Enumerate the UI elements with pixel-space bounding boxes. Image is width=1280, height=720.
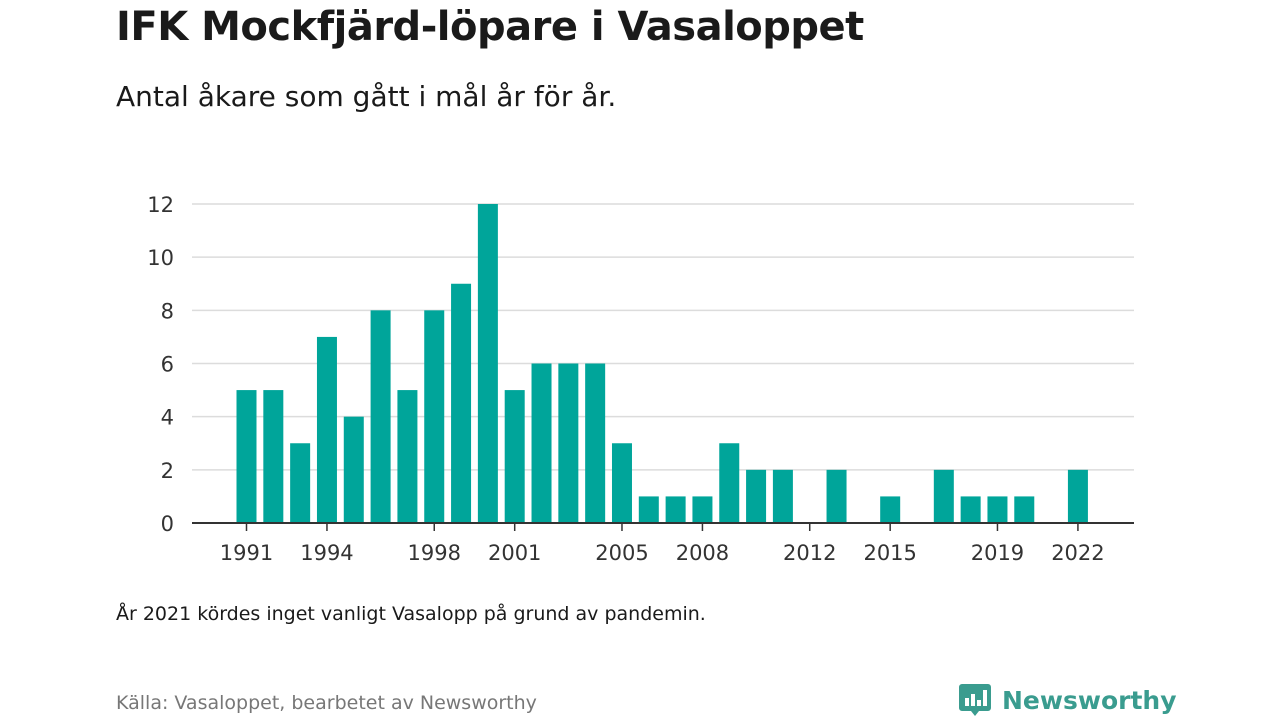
bar: [451, 283, 472, 523]
bar: [665, 496, 686, 523]
bar: [236, 390, 257, 523]
bar: [826, 469, 847, 523]
newsworthy-logo-icon: [959, 684, 991, 716]
bar: [933, 469, 954, 523]
bar: [558, 363, 579, 523]
bar: [719, 443, 740, 523]
bar: [638, 496, 659, 523]
chart-subtitle: Antal åkare som gått i mål år för år.: [116, 80, 617, 113]
bar-chart: 1991 1994 1998 2001 2005 2008 2012 2015 2019 2022…: [147, 193, 1134, 565]
brand-name: Newsworthy: [1002, 685, 1177, 715]
bar: [1014, 496, 1035, 523]
x-tick-label: 2022: [1051, 541, 1104, 565]
source-credit: Källa: Vasaloppet, bearbetet av Newswort…: [116, 692, 537, 714]
x-tick-label: 1998: [408, 541, 461, 565]
bar: [290, 443, 311, 523]
newsworthy-logo: Newsworthy: [958, 680, 1177, 720]
x-tick-label: 2015: [863, 541, 916, 565]
x-tick-label: 2005: [595, 541, 648, 565]
x-axis-ticks: 1991 1994 1998 2001 2005 2008 2012 2015 2019 2022: [220, 523, 1105, 565]
bars: [236, 204, 1088, 523]
x-tick-label: 1994: [300, 541, 353, 565]
bar: [477, 204, 498, 523]
x-tick-label: 2019: [971, 541, 1024, 565]
bar: [987, 496, 1008, 523]
y-tick-label: 6: [161, 353, 174, 377]
y-tick-label: 2: [161, 459, 174, 483]
bar: [880, 496, 901, 523]
bar: [746, 469, 767, 523]
y-tick-label: 10: [147, 246, 174, 270]
y-axis-labels: 0 2 4 6 8 10 12: [147, 193, 174, 536]
x-tick-label: 2008: [676, 541, 729, 565]
bar: [772, 469, 793, 523]
bar: [531, 363, 552, 523]
bar: [316, 336, 337, 523]
bar: [370, 310, 391, 523]
x-tick-label: 1991: [220, 541, 273, 565]
bar: [585, 363, 606, 523]
bar: [611, 443, 632, 523]
y-tick-label: 12: [147, 193, 174, 217]
x-tick-label: 2001: [488, 541, 541, 565]
x-tick-label: 2012: [783, 541, 836, 565]
bar: [1067, 469, 1088, 523]
chart-title: IFK Mockfjärd-löpare i Vasaloppet: [116, 4, 864, 50]
bar: [263, 390, 284, 523]
bar: [504, 390, 525, 523]
bar: [343, 416, 364, 523]
bar: [692, 496, 713, 523]
y-tick-label: 0: [161, 512, 174, 536]
bar: [397, 390, 418, 523]
bar: [960, 496, 981, 523]
y-tick-label: 8: [161, 299, 174, 323]
chart-note: År 2021 kördes inget vanligt Vasalopp på…: [116, 603, 706, 625]
y-tick-label: 4: [161, 406, 174, 430]
bar: [424, 310, 445, 523]
